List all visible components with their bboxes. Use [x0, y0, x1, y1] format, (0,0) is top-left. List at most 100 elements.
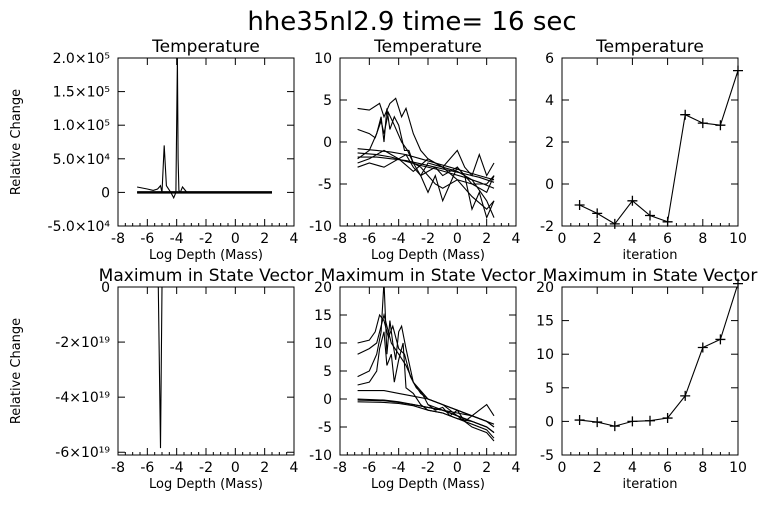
panel-top-middle-series-6: [357, 152, 495, 189]
panel-bottom-middle-series-7: [357, 398, 495, 425]
panel-top-middle-title: Temperature: [373, 37, 482, 57]
panel-bottom-middle-ytick-label: -10: [309, 448, 332, 464]
panel-top-left-ytick-label: 2.0×10⁵: [53, 51, 110, 67]
panel-top-right-ytick-label: -2: [540, 219, 554, 235]
panel-top-middle-xtick-label: -4: [392, 231, 406, 247]
panel-top-right-xtick-label: 8: [698, 231, 707, 247]
panel-bottom-middle-xtick-label: -4: [392, 460, 406, 476]
panel-bottom-middle-ytick-label: 10: [314, 336, 332, 352]
panel-bottom-right-point: [645, 415, 655, 426]
panel-top-right-ytick-label: 0: [545, 177, 554, 193]
panel-top-left-ytick-label: 0: [101, 185, 110, 201]
panel-top-middle-series-0: [357, 97, 495, 218]
panel-bottom-middle-ytick-label: -5: [318, 420, 332, 436]
panel-top-middle-series-5: [357, 156, 495, 183]
panel-bottom-middle-xtick-label: 0: [453, 460, 462, 476]
panel-top-middle-frame: [339, 57, 517, 227]
panel-top-middle-series-8: [420, 166, 495, 220]
panel-bottom-right-ytick-label: 10: [536, 347, 554, 363]
panel-top-right-point: [627, 195, 638, 206]
panel-top-middle-xtick-label: -6: [362, 231, 376, 247]
panel-top-left-ytick-label: 1.0×10⁵: [53, 118, 110, 134]
panel-bottom-middle-ytick-label: 5: [323, 364, 332, 380]
panel-bottom-right-ytick-label: 15: [536, 314, 554, 330]
panel-top-left-frame: [117, 57, 295, 227]
panel-bottom-left-xtick-label: 4: [290, 460, 299, 476]
panel-top-middle-ytick-label: 5: [323, 93, 332, 109]
panel-top-left-ytick-label: -5.0×10⁴: [48, 219, 111, 235]
panel-bottom-middle-series-8: [427, 403, 495, 423]
panel-bottom-right-xlabel: iteration: [623, 477, 678, 492]
panel-bottom-left-title: Maximum in State Vector: [99, 266, 314, 286]
panel-bottom-right-point: [609, 421, 620, 432]
panel-bottom-left-frame: [117, 286, 295, 456]
panel-bottom-right-xtick-label: 8: [698, 460, 707, 476]
panel-top-left-title: Temperature: [151, 37, 260, 57]
panel-top-middle-series-1: [357, 108, 495, 210]
panel-bottom-middle-ytick-label: 20: [314, 280, 332, 296]
panel-bottom-left-series-0: [154, 287, 272, 449]
panel-bottom-middle-xtick-label: -6: [362, 460, 376, 476]
panel-bottom-right-point: [715, 334, 726, 345]
panel-bottom-right-xtick-label: 2: [593, 460, 602, 476]
panel-bottom-middle-xtick-label: -2: [421, 460, 435, 476]
panel-bottom-middle-xlabel: Log Depth (Mass): [371, 477, 485, 492]
panel-top-middle-series-4: [357, 148, 495, 181]
panel-top-right-xtick-label: 4: [628, 231, 637, 247]
panel-bottom-right-point: [574, 415, 585, 426]
panel-top-left-xtick-label: -2: [199, 231, 213, 247]
panel-top-middle-ytick-label: -10: [309, 219, 332, 235]
panel-top-middle-xtick-label: -2: [421, 231, 435, 247]
panel-top-middle-xtick-label: 0: [453, 231, 462, 247]
panel-bottom-right-point: [680, 390, 691, 401]
panel-top-left-series-0: [136, 58, 272, 200]
panel-bottom-right-point: [697, 342, 708, 353]
panel-bottom-left-ytick-label: -4×10¹⁹: [55, 390, 110, 406]
panel-top-left-xtick-label: -4: [170, 231, 184, 247]
panel-top-middle-xlabel: Log Depth (Mass): [371, 248, 485, 263]
panel-top-right-title: Temperature: [595, 37, 704, 57]
figure-title: hhe35nl2.9 time= 16 sec: [247, 7, 576, 37]
panel-bottom-left-xtick-label: 0: [231, 460, 240, 476]
panel-top-left-xtick-label: 4: [290, 231, 299, 247]
panel-top-right-frame: [561, 57, 739, 227]
panel-top-right-ytick-label: 6: [545, 51, 554, 67]
panel-top-right-xtick-label: 0: [558, 231, 567, 247]
panel-top-left-xtick-label: -8: [111, 231, 125, 247]
panel-bottom-middle-ytick-label: 0: [323, 392, 332, 408]
panel-top-right-ytick-label: 2: [545, 135, 554, 151]
panel-top-middle-xtick-label: 4: [512, 231, 521, 247]
panel-bottom-left-xtick-label: -4: [170, 460, 184, 476]
panel-top-right-point: [680, 109, 691, 120]
panel-bottom-middle-ytick-label: 15: [314, 308, 332, 324]
panel-top-middle-xtick-label: -8: [333, 231, 347, 247]
panel-bottom-right-point: [627, 416, 638, 427]
panel-top-right-xtick-label: 2: [593, 231, 602, 247]
panel-bottom-left-ylabel: Relative Change: [9, 318, 24, 424]
panel-bottom-right-title: Maximum in State Vector: [543, 266, 758, 286]
panel-top-left-xlabel: Log Depth (Mass): [149, 248, 263, 263]
panel-top-right-xlabel: iteration: [623, 248, 678, 263]
panel-bottom-middle-xtick-label: 4: [512, 460, 521, 476]
panel-top-middle-ytick-label: -5: [318, 177, 332, 193]
panel-bottom-right-point: [733, 278, 743, 289]
panel-bottom-right-point: [592, 417, 603, 428]
panel-bottom-right-point: [662, 413, 673, 424]
panel-top-right-point: [733, 65, 743, 76]
panel-bottom-left-xtick-label: -2: [199, 460, 213, 476]
panel-top-left-xtick-label: 2: [260, 231, 269, 247]
panel-top-right-ytick-label: 4: [545, 93, 554, 109]
panel-top-right-point: [662, 216, 673, 227]
panel-bottom-left-xtick-label: -8: [111, 460, 125, 476]
panel-bottom-middle-series-6: [357, 401, 495, 439]
panel-bottom-right-xtick-label: 6: [663, 460, 672, 476]
panel-bottom-right-xtick-label: 0: [558, 460, 567, 476]
panel-top-right-point: [592, 208, 603, 219]
panel-top-middle-xtick-label: 2: [482, 231, 491, 247]
panel-top-left-xtick-label: 0: [231, 231, 240, 247]
panel-bottom-middle-xtick-label: 2: [482, 460, 491, 476]
panel-top-right-point: [574, 200, 585, 210]
panel-bottom-middle-series-3: [357, 312, 495, 428]
